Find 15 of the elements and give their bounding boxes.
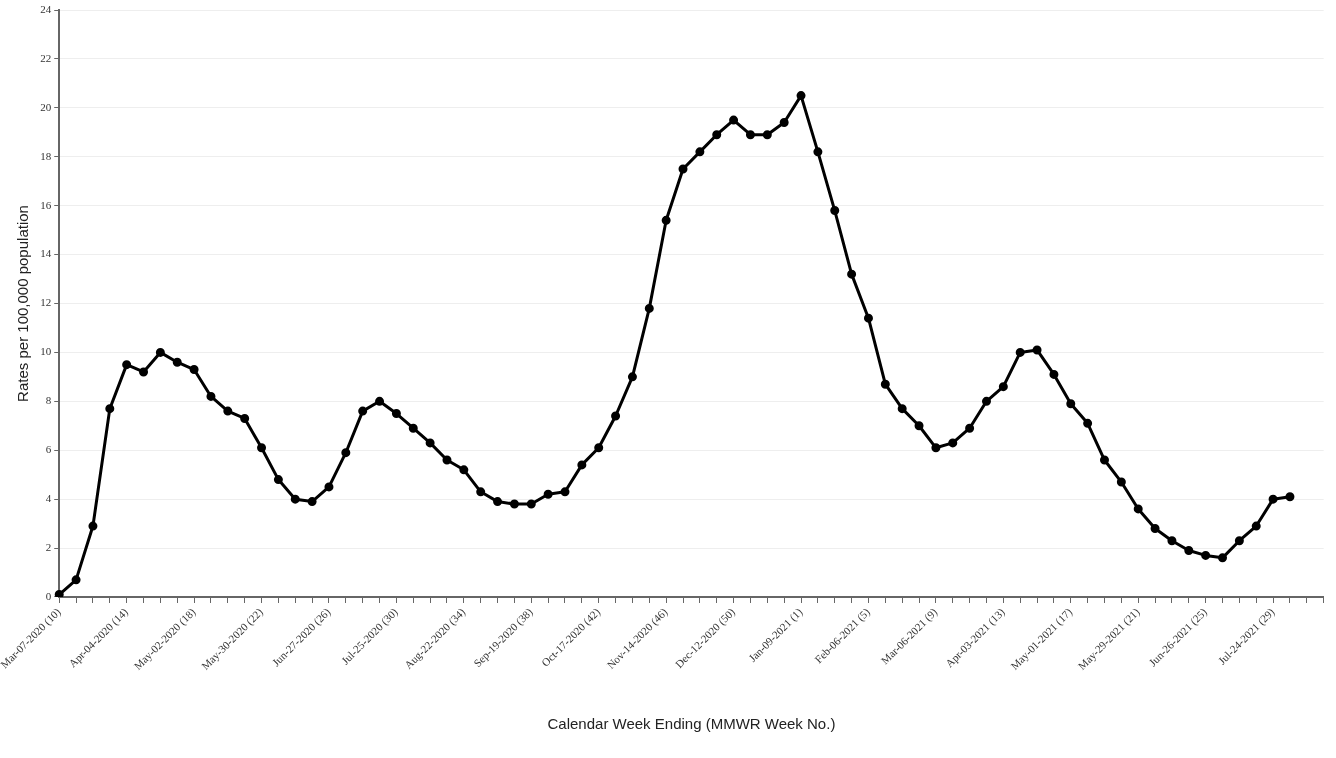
y-tick-label: 14 bbox=[40, 247, 52, 260]
y-tick-label: 22 bbox=[40, 51, 52, 64]
x-axis-title: Calendar Week Ending (MMWR Week No.) bbox=[547, 715, 836, 733]
y-tick-label: 0 bbox=[45, 589, 52, 602]
y-tick-label: 18 bbox=[40, 149, 52, 162]
y-tick-label: 12 bbox=[40, 296, 52, 309]
y-tick-label: 20 bbox=[40, 100, 52, 113]
y-tick-label: 10 bbox=[40, 345, 52, 358]
y-tick-label: 24 bbox=[40, 2, 52, 15]
y-axis-title: Rates per 100,000 population bbox=[14, 205, 32, 402]
y-tick-label: 6 bbox=[45, 443, 52, 456]
y-tick-label: 4 bbox=[45, 492, 52, 505]
y-tick-label: 16 bbox=[40, 198, 52, 211]
y-tick-label: 8 bbox=[45, 394, 52, 407]
y-tick-label: 2 bbox=[45, 540, 52, 553]
